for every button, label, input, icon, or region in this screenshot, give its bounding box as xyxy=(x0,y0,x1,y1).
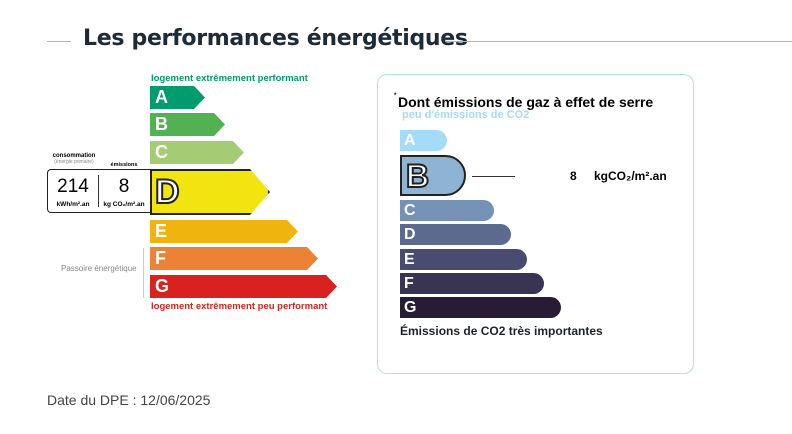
title-rule-right xyxy=(445,41,792,42)
ges-class-f: F xyxy=(400,273,544,294)
energy-class-c: C xyxy=(150,141,244,164)
ges-class-d: D xyxy=(400,224,511,245)
consumption-value: 214 xyxy=(57,176,89,197)
energy-bottom-label: logement extrêmement peu performant xyxy=(151,301,328,312)
ges-class-a: A xyxy=(400,130,447,151)
dpe-date: Date du DPE : 12/06/2025 xyxy=(47,392,211,408)
emissions-value: 8 xyxy=(118,176,130,197)
energy-class-a: A xyxy=(150,86,205,109)
energy-class-e: E xyxy=(150,220,298,243)
passoire-label: Passoire énergétique xyxy=(61,264,137,273)
emissions-label: émissions xyxy=(110,162,138,168)
ges-panel xyxy=(377,74,694,374)
ges-class-b: B xyxy=(400,155,466,196)
passoire-rule xyxy=(143,248,144,298)
ges-unit: kgCO₂/m².an xyxy=(594,169,667,183)
emissions-unit: kg CO₂/m².an xyxy=(103,201,145,208)
ges-title-mark: * xyxy=(394,93,397,99)
ges-value: 8 xyxy=(570,169,577,183)
ges-top-label: peu d'émissions de CO2 xyxy=(402,109,530,121)
energy-class-f: F xyxy=(150,247,318,270)
energy-top-label: logement extrêmement performant xyxy=(151,73,308,84)
energy-class-b: B xyxy=(150,113,225,136)
ges-class-c: C xyxy=(400,200,494,221)
ges-title: Dont émissions de gaz à effet de serre xyxy=(398,94,654,110)
ges-class-g: G xyxy=(400,297,561,318)
consumption-unit: kWh/m².an xyxy=(56,201,90,208)
value-box: 214 kWh/m².an 8 kg CO₂/m².an xyxy=(47,169,150,213)
energy-class-g: G xyxy=(150,275,337,298)
consumption-label: consommation xyxy=(52,153,96,159)
ges-class-e: E xyxy=(400,249,527,270)
consumption-sub: (énergie primaire) xyxy=(54,159,94,165)
title-rule-left xyxy=(47,41,71,42)
ges-bottom-label: Émissions de CO2 très importantes xyxy=(400,324,603,338)
page-title: Les performances énergétiques xyxy=(83,26,468,51)
ges-pointer-line xyxy=(472,176,515,177)
energy-class-d: D xyxy=(150,169,270,215)
